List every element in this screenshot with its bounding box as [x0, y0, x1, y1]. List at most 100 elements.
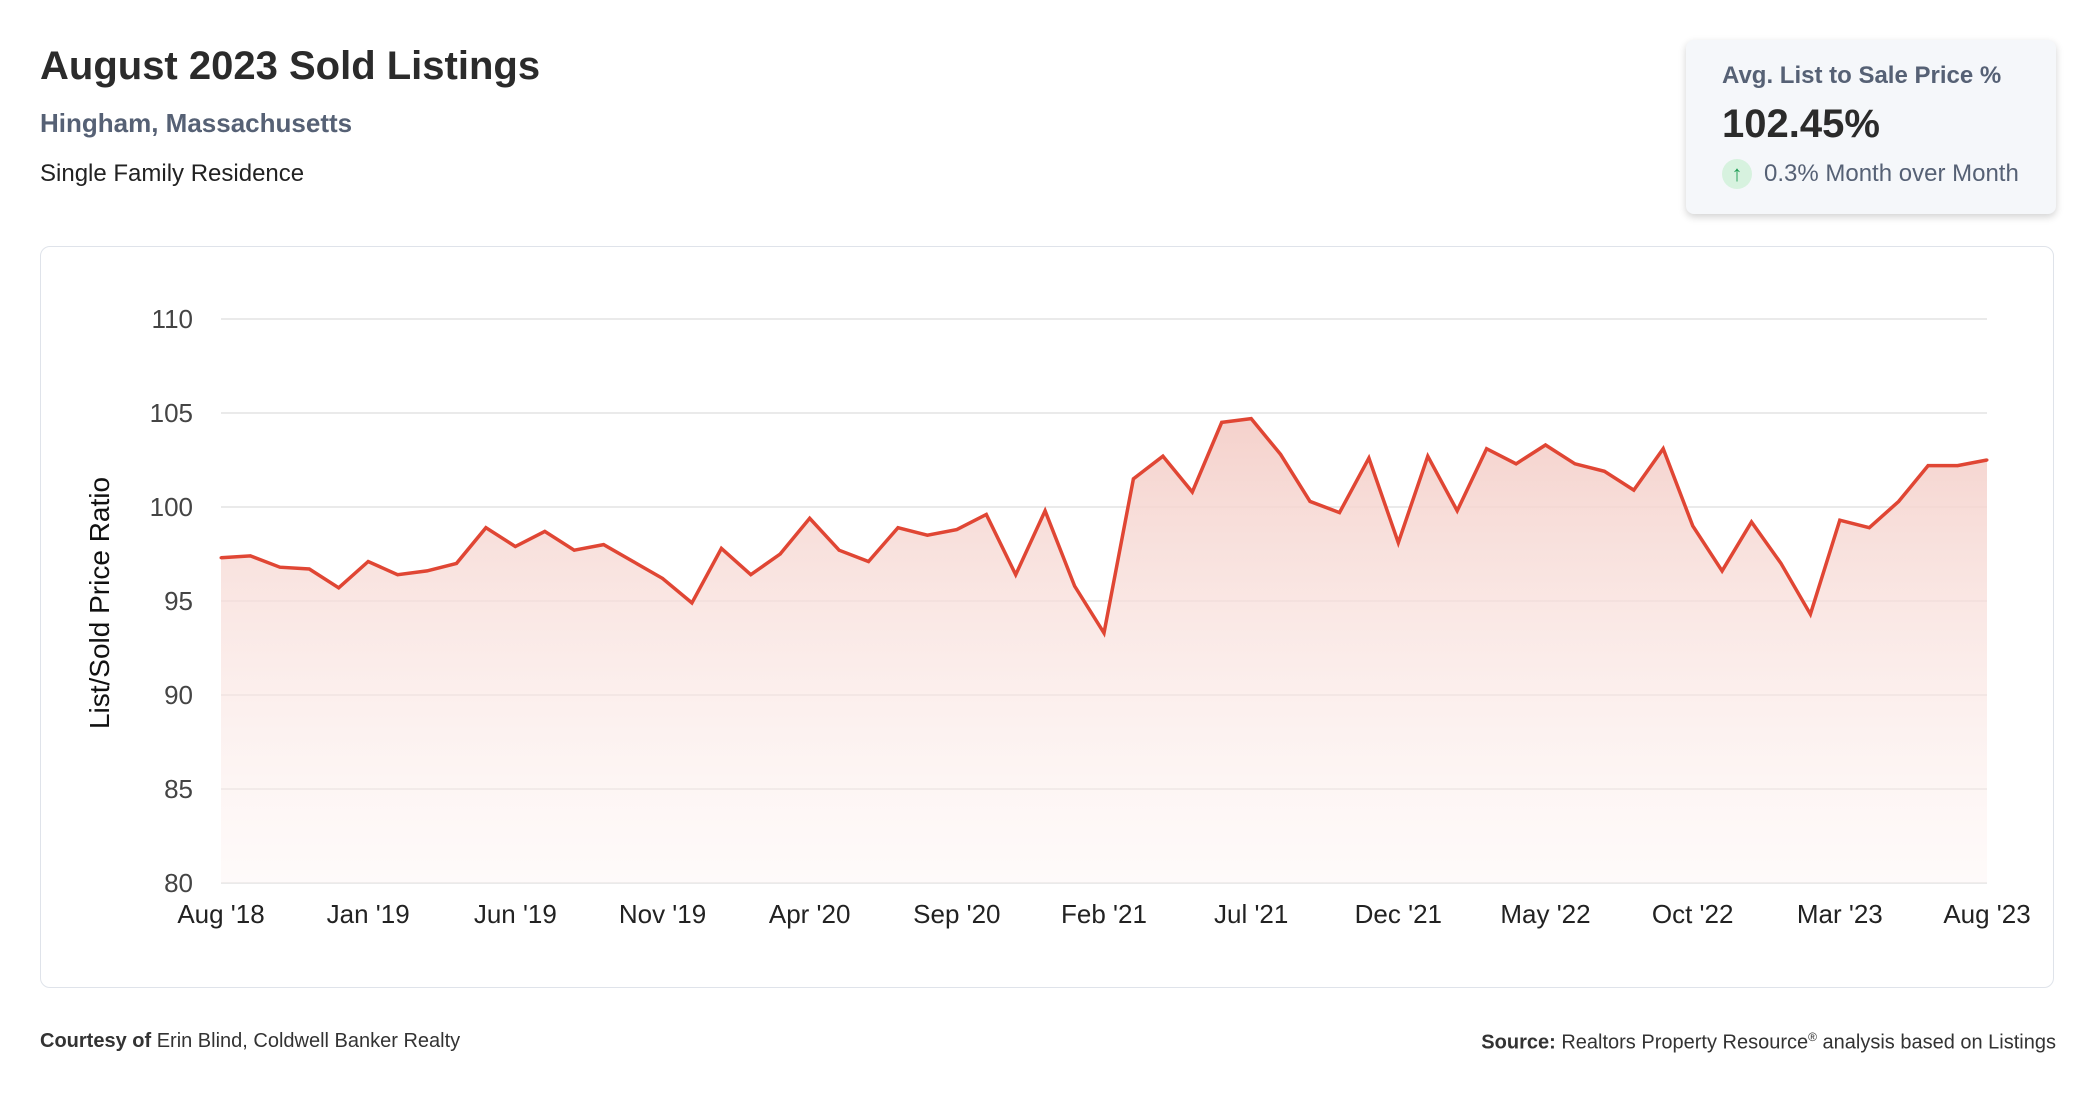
x-tick-label: Mar '23 [1797, 899, 1883, 929]
x-tick-label: Jul '21 [1214, 899, 1288, 929]
page-title: August 2023 Sold Listings [40, 44, 541, 88]
data-point [925, 533, 929, 537]
data-point [984, 513, 988, 517]
data-point [1897, 499, 1901, 503]
data-point [1661, 447, 1665, 451]
data-point [572, 548, 576, 552]
stat-value: 102.45% [1722, 102, 1880, 146]
data-point [543, 529, 547, 533]
data-point [1426, 454, 1430, 458]
y-axis-label: List/Sold Price Ratio [84, 477, 115, 729]
x-axis-ticks: Aug '18 Jan '19 Jun '19 Nov '19 Apr '20 Sep '… [177, 899, 2030, 929]
data-point [1131, 477, 1135, 481]
data-point [248, 554, 252, 558]
data-point [1956, 464, 1960, 468]
data-point [631, 560, 635, 564]
data-point [1485, 447, 1489, 451]
data-point [1073, 584, 1077, 588]
data-point [1308, 499, 1312, 503]
area-fill-shape [221, 418, 1987, 883]
chart-panel: 80 85 90 95 100 105 110 Aug '18 Jan '19 Jun '19 N… [40, 246, 2054, 988]
data-point [1455, 509, 1459, 513]
stat-change: ↑ 0.3% Month over Month [1722, 159, 2056, 189]
x-tick-label: Sep '20 [913, 899, 1000, 929]
source-label: Source: [1481, 1031, 1556, 1054]
data-point [1337, 511, 1341, 515]
data-point [955, 528, 959, 532]
data-point [1190, 490, 1194, 494]
x-tick-label: Aug '23 [1943, 899, 2030, 929]
data-point [719, 546, 723, 550]
data-point [661, 576, 664, 580]
source-text-1: Realtors Property Resource [1561, 1031, 1809, 1054]
data-point [749, 573, 753, 577]
y-tick-label: 90 [164, 680, 193, 710]
data-point [867, 560, 871, 564]
data-point [1573, 462, 1577, 466]
data-point [1867, 526, 1871, 530]
data-point [1161, 454, 1165, 458]
data-point [808, 516, 812, 520]
data-point [1838, 518, 1842, 522]
courtesy-label: Courtesy of [40, 1030, 152, 1052]
x-tick-label: Jan '19 [327, 899, 410, 929]
data-point [602, 543, 606, 547]
data-point [837, 548, 841, 552]
data-point [690, 601, 694, 605]
data-point [1396, 541, 1400, 545]
data-point [1691, 524, 1695, 528]
x-tick-label: Jun '19 [474, 899, 557, 929]
series-line [219, 416, 1989, 638]
stat-card: Avg. List to Sale Price % 102.45% ↑ 0.3%… [1686, 40, 2056, 214]
data-point [366, 560, 370, 564]
data-point [1220, 420, 1224, 424]
y-tick-label: 110 [152, 304, 193, 334]
courtesy-footer: Courtesy of Erin Blind, Coldwell Banker … [40, 1030, 460, 1053]
data-point [307, 567, 311, 571]
data-point [278, 565, 282, 569]
data-point [1750, 520, 1754, 524]
registered-mark: ® [1808, 1030, 1817, 1044]
data-point [1544, 443, 1547, 447]
data-point [425, 569, 429, 573]
data-point [1602, 469, 1606, 473]
arrow-up-icon: ↑ [1722, 159, 1752, 189]
line-chart: 80 85 90 95 100 105 110 Aug '18 Jan '19 Jun '19 N… [84, 304, 2031, 929]
location-subtitle: Hingham, Massachusetts [40, 108, 353, 138]
x-tick-label: Oct '22 [1652, 899, 1734, 929]
y-axis-ticks: 80 85 90 95 100 105 110 [150, 304, 193, 898]
area-fill [221, 418, 1987, 883]
data-point [219, 556, 223, 560]
x-tick-label: May '22 [1500, 899, 1590, 929]
data-point [1514, 462, 1518, 466]
data-point [1926, 464, 1930, 468]
data-point [778, 552, 782, 556]
courtesy-text: Erin Blind, Coldwell Banker Realty [156, 1030, 461, 1052]
data-point [1808, 612, 1812, 616]
x-tick-label: Nov '19 [619, 899, 706, 929]
y-tick-label: 100 [150, 492, 193, 522]
data-point [1249, 417, 1253, 421]
data-point [1014, 573, 1018, 577]
data-point [1102, 631, 1106, 635]
data-point [896, 526, 900, 530]
y-tick-label: 80 [164, 868, 193, 898]
data-point [1985, 458, 1989, 462]
y-tick-label: 95 [164, 586, 193, 616]
x-tick-label: Dec '21 [1355, 899, 1442, 929]
data-point [484, 526, 488, 530]
data-point [1720, 569, 1724, 573]
x-tick-label: Apr '20 [769, 899, 851, 929]
stat-change-text: 0.3% Month over Month [1764, 160, 2019, 187]
data-point [1632, 488, 1636, 492]
data-point [1367, 456, 1371, 460]
x-tick-label: Aug '18 [177, 899, 264, 929]
data-point [1779, 561, 1783, 565]
source-footer: Source: Realtors Property Resource® anal… [1481, 1030, 2056, 1055]
data-point [1279, 452, 1283, 456]
stat-label: Avg. List to Sale Price % [1722, 62, 2002, 89]
data-point [396, 573, 400, 577]
x-tick-label: Feb '21 [1061, 899, 1147, 929]
property-type-label: Single Family Residence [40, 160, 305, 187]
data-point [1043, 509, 1047, 513]
